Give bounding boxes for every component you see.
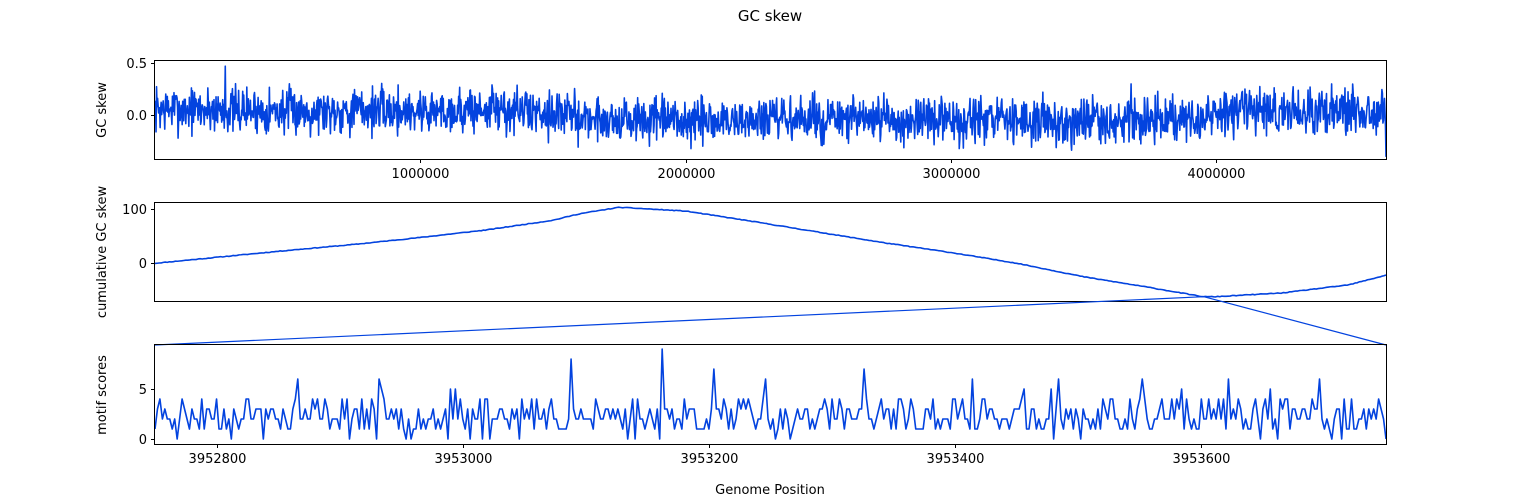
motif-scores-xtick-label: 3953200: [681, 452, 739, 467]
motif-scores-series-group: [154, 348, 1387, 440]
cumulative-gc-skew-y-axis-label: cumulative GC skew: [95, 186, 110, 319]
motif-scores-xtick-label: 3953000: [435, 452, 493, 467]
motif-scores-ytick-label: 5: [139, 383, 147, 398]
cumulative-gc-skew-panel: 0 100 cumulative GC skew: [95, 186, 1387, 319]
cumulative-gc-skew-line: [154, 206, 1387, 298]
motif-scores-ticks: 0 5 3952800 3953000 3953200 3953400 3953600: [139, 383, 1231, 467]
zoom-connector-left: [154, 296, 1204, 346]
motif-scores-xtick-label: 3953400: [927, 452, 985, 467]
motif-scores-plot-frame: [154, 344, 1387, 445]
motif-scores-y-axis-label: motif scores: [95, 355, 110, 435]
gc-skew-plot-frame: [154, 60, 1387, 160]
motif-scores-ytick-label: 0: [139, 433, 147, 448]
zoom-connector-group: [154, 296, 1387, 346]
cumulative-gc-skew-ticks: 0 100: [122, 203, 155, 272]
gc-skew-xtick-label: 2000000: [658, 167, 716, 182]
motif-scores-xtick-label: 3953600: [1173, 452, 1231, 467]
gc-skew-series-group: [154, 65, 1387, 157]
cumulative-gc-skew-series-group: [154, 206, 1387, 298]
gc-skew-ytick-label: 0.5: [126, 57, 147, 72]
motif-scores-xtick-label: 3952800: [189, 452, 247, 467]
gc-skew-ytick-label: 0.0: [126, 109, 147, 124]
zoom-connector-right: [1203, 296, 1387, 346]
gc-skew-y-axis-label: GC skew: [95, 82, 110, 138]
gc-skew-xtick-label: 3000000: [923, 167, 981, 182]
gc-skew-ticks: 0.0 0.5 1000000 2000000 3000000 4000000: [126, 57, 1245, 182]
gc-skew-panel: 0.0 0.5 1000000 2000000 3000000 4000000 GC sk…: [95, 57, 1387, 182]
gc-skew-xtick-label: 4000000: [1188, 167, 1246, 182]
cumulative-gc-skew-plot-frame: [154, 202, 1387, 302]
gc-skew-line: [154, 65, 1387, 157]
cumulative-gc-skew-ytick-label: 0: [139, 257, 147, 272]
motif-scores-line: [154, 348, 1387, 440]
x-axis-label-genome-position: Genome Position: [715, 483, 825, 498]
gc-skew-xtick-label: 1000000: [392, 167, 450, 182]
figure-title: GC skew: [738, 7, 802, 25]
motif-scores-panel: 0 5 3952800 3953000 3953200 3953400 3953600 mo…: [95, 344, 1387, 498]
cumulative-gc-skew-ytick-label: 100: [122, 203, 147, 218]
